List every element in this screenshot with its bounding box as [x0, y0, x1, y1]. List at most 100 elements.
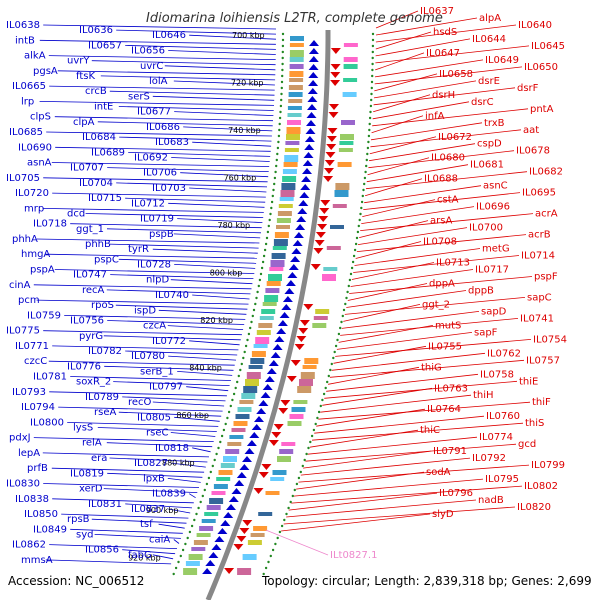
reverse-gene-label[interactable]: thiG: [421, 362, 442, 373]
forward-gene-label[interactable]: IL0775: [6, 326, 40, 337]
forward-gene-label[interactable]: IL0856: [85, 545, 119, 556]
forward-gene-label[interactable]: lepA: [18, 448, 40, 459]
forward-gene-label[interactable]: lolA: [149, 76, 168, 87]
forward-gene-label[interactable]: czcC: [24, 356, 47, 367]
reverse-gene-label[interactable]: IL0644: [472, 34, 506, 45]
reverse-gene-label[interactable]: nadB: [478, 495, 504, 506]
forward-gene-label[interactable]: IL0638: [6, 20, 40, 31]
forward-gene-label[interactable]: IL0819: [70, 468, 104, 479]
forward-gene-label[interactable]: IL0862: [12, 540, 46, 551]
reverse-gene-label[interactable]: aat: [523, 125, 539, 136]
reverse-gene-label[interactable]: thiC: [420, 425, 440, 436]
reverse-gene-label[interactable]: IL0741: [520, 313, 554, 324]
reverse-gene-label[interactable]: metG: [482, 244, 510, 255]
rna-gene-labels[interactable]: ILt0827.1: [265, 529, 378, 561]
forward-gene-label[interactable]: relA: [82, 438, 102, 449]
forward-gene-label[interactable]: IL0850: [24, 509, 58, 520]
reverse-gene-label[interactable]: infA: [425, 111, 445, 122]
forward-gene-label[interactable]: IL0797: [149, 382, 183, 393]
forward-gene-label[interactable]: tyrR: [128, 244, 149, 255]
reverse-gene-label[interactable]: pntA: [530, 104, 554, 115]
reverse-gene-labels[interactable]: IL0637 alpA IL0640 hsdS IL0644 IL0645 IL0647 IL…: [420, 6, 567, 520]
reverse-gene-label[interactable]: cspD: [477, 139, 502, 150]
forward-gene-label[interactable]: IL0831: [88, 499, 122, 510]
forward-gene-label[interactable]: fabG: [128, 550, 152, 561]
reverse-gene-label[interactable]: acrB: [528, 230, 551, 241]
forward-gene-label[interactable]: IL0683: [155, 137, 189, 148]
reverse-gene-label[interactable]: sapF: [474, 327, 498, 338]
reverse-gene-label[interactable]: sodA: [426, 467, 451, 478]
forward-gene-label[interactable]: IL0636: [79, 25, 113, 36]
forward-gene-label[interactable]: caiA: [149, 535, 170, 546]
reverse-gene-label[interactable]: IL0757: [526, 355, 560, 366]
forward-gene-label[interactable]: lrp: [21, 96, 34, 107]
forward-gene-label[interactable]: asnA: [27, 158, 52, 169]
reverse-gene-label[interactable]: IL0758: [480, 369, 514, 380]
reverse-gene-label[interactable]: IL0696: [476, 202, 510, 213]
forward-gene-label[interactable]: IL0657: [88, 40, 122, 51]
forward-gene-label[interactable]: IL0800: [30, 417, 64, 428]
forward-gene-label[interactable]: IL0805: [137, 412, 171, 423]
reverse-gene-label[interactable]: IL0688: [424, 174, 458, 185]
forward-gene-label[interactable]: IL0837: [131, 504, 165, 515]
forward-gene-label[interactable]: pspC: [94, 254, 119, 265]
reverse-gene-label[interactable]: mutS: [435, 320, 461, 331]
forward-gene-label[interactable]: uvrC: [140, 61, 163, 72]
forward-gene-label[interactable]: IL0712: [131, 198, 165, 209]
reverse-gene-label[interactable]: IL0647: [426, 48, 460, 59]
reverse-gene-label[interactable]: IL0764: [427, 404, 461, 415]
forward-gene-label[interactable]: cinA: [9, 280, 31, 291]
forward-gene-label[interactable]: crcB: [85, 86, 107, 97]
reverse-gene-label[interactable]: IL0774: [479, 432, 513, 443]
reverse-gene-label[interactable]: gcd: [518, 439, 536, 450]
reverse-gene-label[interactable]: thiF: [532, 397, 551, 408]
reverse-gene-label[interactable]: IL0695: [522, 188, 556, 199]
forward-gene-label[interactable]: IL0772: [152, 336, 186, 347]
reverse-gene-label[interactable]: IL0708: [423, 237, 457, 248]
reverse-gene-label[interactable]: IL0792: [472, 453, 506, 464]
reverse-gene-label[interactable]: IL0682: [529, 167, 563, 178]
reverse-gene-label[interactable]: asnC: [483, 181, 508, 192]
forward-gene-label[interactable]: IL0704: [79, 178, 113, 189]
forward-gene-label[interactable]: IL0780: [131, 351, 165, 362]
reverse-gene-label[interactable]: IL0637: [420, 6, 454, 17]
forward-gene-label[interactable]: IL0782: [88, 346, 122, 357]
forward-gene-label[interactable]: IL0740: [155, 290, 189, 301]
forward-gene-label[interactable]: pyrG: [79, 331, 103, 342]
reverse-gene-label[interactable]: thiS: [525, 418, 544, 429]
forward-gene-label[interactable]: IL0665: [12, 81, 46, 92]
reverse-gene-label[interactable]: IL0640: [518, 20, 552, 31]
forward-gene-label[interactable]: IL0793: [12, 387, 46, 398]
forward-gene-label[interactable]: ggt_1: [76, 224, 104, 235]
forward-gene-label[interactable]: IL0789: [85, 392, 119, 403]
forward-gene-label[interactable]: IL0827: [134, 458, 168, 469]
forward-gene-label[interactable]: hmgA: [21, 249, 50, 260]
forward-gene-label[interactable]: pspB: [149, 229, 174, 240]
reverse-gene-label[interactable]: hsdS: [433, 27, 457, 38]
reverse-gene-label[interactable]: thiH: [473, 390, 494, 401]
forward-gene-label[interactable]: rseC: [146, 428, 168, 439]
reverse-gene-label[interactable]: sapD: [481, 306, 507, 317]
forward-gene-label[interactable]: ftsK: [76, 71, 95, 82]
forward-gene-label[interactable]: IL0656: [131, 46, 165, 57]
reverse-gene-label[interactable]: arsA: [430, 216, 452, 227]
reverse-gene-label[interactable]: ggt_2: [422, 299, 450, 310]
reverse-gene-label[interactable]: IL0796: [439, 488, 473, 499]
reverse-gene-label[interactable]: IL0649: [485, 55, 519, 66]
forward-gene-label[interactable]: intE: [94, 102, 113, 113]
reverse-gene-label[interactable]: IL0672: [438, 132, 472, 143]
reverse-gene-label[interactable]: IL0791: [433, 446, 467, 457]
forward-gene-label[interactable]: rpoS: [91, 300, 114, 311]
forward-gene-label[interactable]: IL0706: [143, 168, 177, 179]
forward-gene-label[interactable]: IL0692: [134, 153, 168, 164]
forward-gene-label[interactable]: pspA: [30, 265, 55, 276]
forward-gene-label[interactable]: IL0794: [21, 402, 55, 413]
forward-gene-label[interactable]: soxR_2: [76, 377, 111, 388]
reverse-gene-label[interactable]: IL0763: [434, 383, 468, 394]
forward-gene-label[interactable]: era: [91, 453, 107, 464]
forward-gene-label[interactable]: IL0703: [152, 183, 186, 194]
reverse-gene-label[interactable]: dsrF: [517, 83, 539, 94]
forward-gene-label[interactable]: mrp: [24, 203, 44, 214]
reverse-gene-label[interactable]: dsrE: [478, 76, 500, 87]
forward-gene-label[interactable]: IL0728: [137, 259, 171, 270]
